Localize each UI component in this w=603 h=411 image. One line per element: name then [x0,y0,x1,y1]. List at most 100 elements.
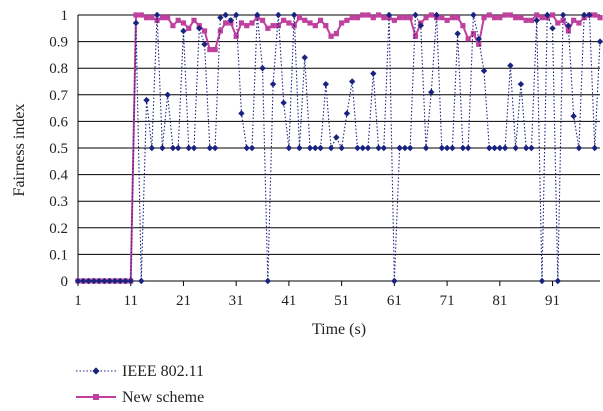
x-tick-label: 21 [176,293,191,309]
data-point [465,36,471,42]
data-point [491,15,498,21]
y-tick-label: 0.4 [49,168,68,184]
data-point [174,144,182,152]
data-point [570,112,577,120]
data-point [449,15,455,21]
data-point [133,12,139,18]
data-point [401,144,409,152]
data-point [412,33,419,39]
x-tick-label: 71 [440,293,455,309]
data-point [169,144,177,152]
legend-item: IEEE 802.11 [76,363,204,380]
data-point [571,17,577,23]
data-point [433,11,440,19]
data-point [359,144,366,152]
data-point [180,27,187,35]
data-point [191,17,197,23]
x-tick-label: 61 [387,293,402,309]
data-point [512,144,519,152]
data-point [138,277,145,285]
data-point [518,15,524,21]
data-point [116,277,124,285]
data-point [507,12,513,18]
x-tick-label: 1 [74,293,82,309]
data-point [111,277,119,285]
data-point [559,11,567,19]
data-point [275,23,281,29]
data-point [475,35,482,43]
data-point [280,99,287,106]
data-point [370,15,376,21]
data-point [301,54,308,61]
data-point [349,15,355,21]
data-point [328,33,334,39]
data-point [312,144,319,152]
data-point [170,23,176,29]
axes [77,15,600,286]
x-axis-label: Time (s) [312,321,366,338]
data-point [269,80,277,88]
data-point [454,30,461,37]
series-layer [74,11,603,285]
data-point [501,144,509,152]
data-point [270,23,276,29]
data-point [227,17,235,24]
data-point [153,11,161,19]
data-point [302,17,308,23]
data-point [534,12,540,18]
data-point [327,144,335,152]
data-point [444,17,450,23]
data-point [496,144,504,152]
data-point [74,277,82,285]
data-point [597,15,603,21]
data-point [223,20,229,26]
data-point [417,22,424,29]
series-line [78,13,601,282]
data-point [333,134,340,141]
data-point [523,17,529,23]
data-point [306,144,314,152]
data-point [575,144,583,152]
y-tick-label: 0.9 [49,35,68,51]
data-point [296,144,303,152]
legend-label: New scheme [122,389,204,406]
data-point [149,15,155,21]
data-point [565,28,571,34]
data-point [95,277,103,285]
data-point [138,12,144,18]
data-point [591,144,598,152]
data-point [481,15,487,21]
x-tick-label: 41 [281,293,296,309]
data-point [406,144,414,152]
data-point [486,144,493,152]
data-point [201,28,208,34]
data-point [422,144,430,152]
data-point [439,15,445,21]
data-point [428,12,434,18]
data-point [391,277,398,285]
y-tick-labels: 0 0.1 0.2 0.3 0.4 0.5 0.6 0.7 0.8 0.9 1 [49,8,68,290]
data-point [132,19,140,27]
data-point [380,144,388,152]
data-point [348,78,356,85]
data-point [364,144,372,152]
data-point [212,46,218,53]
y-tick-label: 0.1 [49,247,68,263]
data-point [159,15,165,21]
data-point [180,20,187,26]
data-point [464,144,472,152]
data-point [375,144,382,152]
data-point [159,144,166,152]
data-point [186,25,192,31]
x-tick-labels: 1 11 21 31 41 51 61 71 81 91 [74,293,560,309]
data-point [539,15,545,21]
data-point [165,15,171,21]
data-point [470,31,477,37]
data-point [164,91,171,98]
data-point [507,62,514,69]
data-point [122,277,129,285]
data-point [592,12,598,18]
data-point [544,11,551,19]
data-point [233,33,239,39]
